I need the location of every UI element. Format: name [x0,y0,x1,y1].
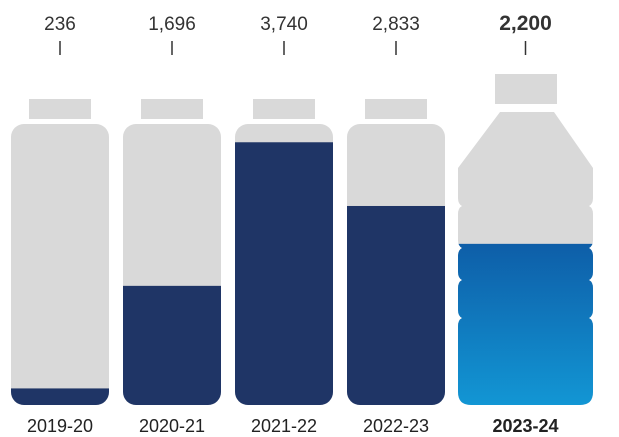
value-label: 3,740 [260,14,308,35]
category-label: 2021-22 [251,416,317,436]
category-label: 2020-21 [139,416,205,436]
category-label: 2022-23 [363,416,429,436]
bar [235,142,333,405]
bar-group-2021-22: 3,740 2021-22 [235,14,333,436]
bar-group-2019-20: 236 2019-20 [11,14,109,436]
value-label: 2,833 [372,14,420,35]
bar [347,205,445,405]
category-label: 2023-24 [492,416,558,436]
bottle-cap [29,99,91,119]
category-label: 2019-20 [27,416,93,436]
value-label: 236 [44,14,76,35]
bottle-body [11,124,109,405]
bar-group-2022-23: 2,833 2022-23 [347,14,445,436]
value-label: 1,696 [148,14,196,35]
bottle-cap [141,99,203,119]
bar [458,243,593,405]
bar [123,285,221,405]
value-label: 2,200 [499,12,552,35]
bottle-cap [365,99,427,119]
bottle-cap [253,99,315,119]
bar-group-2020-21: 1,696 2020-21 [123,14,221,436]
bar [11,388,109,405]
bar-group-2023-24: 2,200 2023-24 [458,12,593,436]
bottle-cap [495,74,557,104]
